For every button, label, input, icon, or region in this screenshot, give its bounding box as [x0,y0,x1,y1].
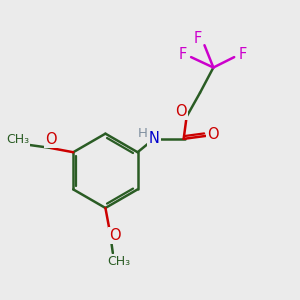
Text: H: H [138,127,148,140]
Text: O: O [207,127,218,142]
Text: O: O [110,228,121,243]
Text: CH₃: CH₃ [107,255,130,268]
Text: O: O [175,104,187,119]
Text: F: F [194,31,202,46]
Text: CH₃: CH₃ [6,133,29,146]
Text: F: F [238,46,247,62]
Text: N: N [148,131,159,146]
Text: F: F [178,46,187,62]
Text: O: O [45,132,57,147]
